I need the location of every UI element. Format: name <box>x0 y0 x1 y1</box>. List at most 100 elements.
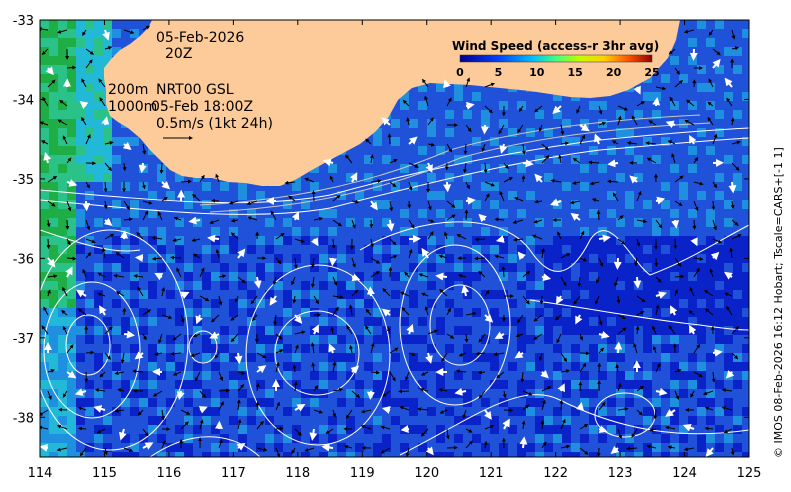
ocean-cell <box>148 353 157 362</box>
ocean-cell <box>643 452 652 457</box>
ocean-cell <box>607 281 616 290</box>
ocean-cell <box>463 92 472 101</box>
ocean-cell <box>319 407 328 416</box>
ocean-cell <box>346 326 355 335</box>
ocean-cell <box>391 164 400 173</box>
ocean-cell <box>580 380 589 389</box>
ocean-cell <box>625 353 634 362</box>
ocean-cell <box>724 218 733 227</box>
ocean-cell <box>409 227 418 236</box>
ocean-cell <box>724 245 733 254</box>
ocean-cell <box>58 29 67 38</box>
ocean-cell <box>571 245 580 254</box>
ocean-cell <box>535 101 544 110</box>
current-vector <box>161 181 171 190</box>
ocean-cell <box>697 344 706 353</box>
ocean-cell <box>562 299 571 308</box>
ocean-cell <box>310 380 319 389</box>
ocean-cell <box>355 191 364 200</box>
ocean-cell <box>319 254 328 263</box>
current-vector <box>635 325 640 335</box>
ocean-cell <box>472 416 481 425</box>
ocean-cell <box>76 74 85 83</box>
ocean-cell <box>490 299 499 308</box>
ocean-cell <box>634 182 643 191</box>
ocean-cell <box>85 191 94 200</box>
ocean-cell <box>589 362 598 371</box>
ocean-cell <box>706 236 715 245</box>
ocean-cell <box>274 182 283 191</box>
ocean-cell <box>229 353 238 362</box>
current-vector <box>313 409 324 414</box>
ocean-cell <box>607 290 616 299</box>
current-vector <box>550 198 562 207</box>
ssh-contour-line <box>65 314 111 376</box>
current-vector <box>572 157 581 164</box>
ocean-cell <box>715 227 724 236</box>
ocean-cell <box>283 299 292 308</box>
ocean-cell <box>94 65 103 74</box>
current-vector <box>332 276 338 286</box>
ocean-cell <box>490 263 499 272</box>
ocean-cell <box>301 326 310 335</box>
current-vector <box>47 200 56 207</box>
ocean-cell <box>400 110 409 119</box>
ocean-cell <box>157 299 166 308</box>
ocean-cell <box>436 137 445 146</box>
ocean-cell <box>562 254 571 263</box>
ocean-cell <box>301 416 310 425</box>
ocean-cell <box>427 155 436 164</box>
ocean-cell <box>499 245 508 254</box>
ocean-cell <box>562 362 571 371</box>
ocean-cell <box>463 173 472 182</box>
ocean-cell <box>67 92 76 101</box>
ocean-cell <box>373 155 382 164</box>
ocean-cell <box>742 245 749 254</box>
ocean-cell <box>229 218 238 227</box>
ocean-cell <box>661 200 670 209</box>
ocean-cell <box>229 326 238 335</box>
ocean-cell <box>598 164 607 173</box>
ocean-cell <box>553 353 562 362</box>
ocean-cell <box>319 272 328 281</box>
current-vector <box>284 180 296 185</box>
ocean-cell <box>724 281 733 290</box>
current-vector <box>589 181 600 186</box>
current-vector <box>365 308 372 316</box>
ocean-cell <box>544 236 553 245</box>
ocean-cell <box>589 434 598 443</box>
current-vector <box>579 362 587 373</box>
ocean-cell <box>49 389 58 398</box>
current-vector <box>332 306 339 316</box>
ocean-cell <box>472 452 481 457</box>
ocean-cell <box>580 182 589 191</box>
current-vector <box>598 314 603 326</box>
ocean-cell <box>724 164 733 173</box>
ocean-cell <box>733 398 742 407</box>
current-vector <box>236 442 246 451</box>
ocean-cell <box>139 146 148 155</box>
ocean-cell <box>418 416 427 425</box>
ocean-cell <box>49 344 58 353</box>
ocean-cell <box>184 362 193 371</box>
ocean-cell <box>292 308 301 317</box>
ocean-cell <box>355 326 364 335</box>
ocean-cell <box>58 290 67 299</box>
ocean-cell <box>580 299 589 308</box>
ocean-cell <box>427 272 436 281</box>
ocean-cell <box>49 398 58 407</box>
ocean-cell <box>400 155 409 164</box>
current-vector <box>230 218 239 223</box>
ocean-cell <box>58 92 67 101</box>
current-vector <box>370 342 375 354</box>
current-vector <box>310 237 319 247</box>
current-vector <box>617 314 627 320</box>
ocean-cell <box>724 128 733 137</box>
ocean-cell <box>292 326 301 335</box>
ocean-cell <box>76 263 85 272</box>
ocean-cell <box>391 299 400 308</box>
ocean-cell <box>589 389 598 398</box>
ocean-cell <box>76 38 85 47</box>
ocean-cell <box>112 155 121 164</box>
ocean-cell <box>175 209 184 218</box>
